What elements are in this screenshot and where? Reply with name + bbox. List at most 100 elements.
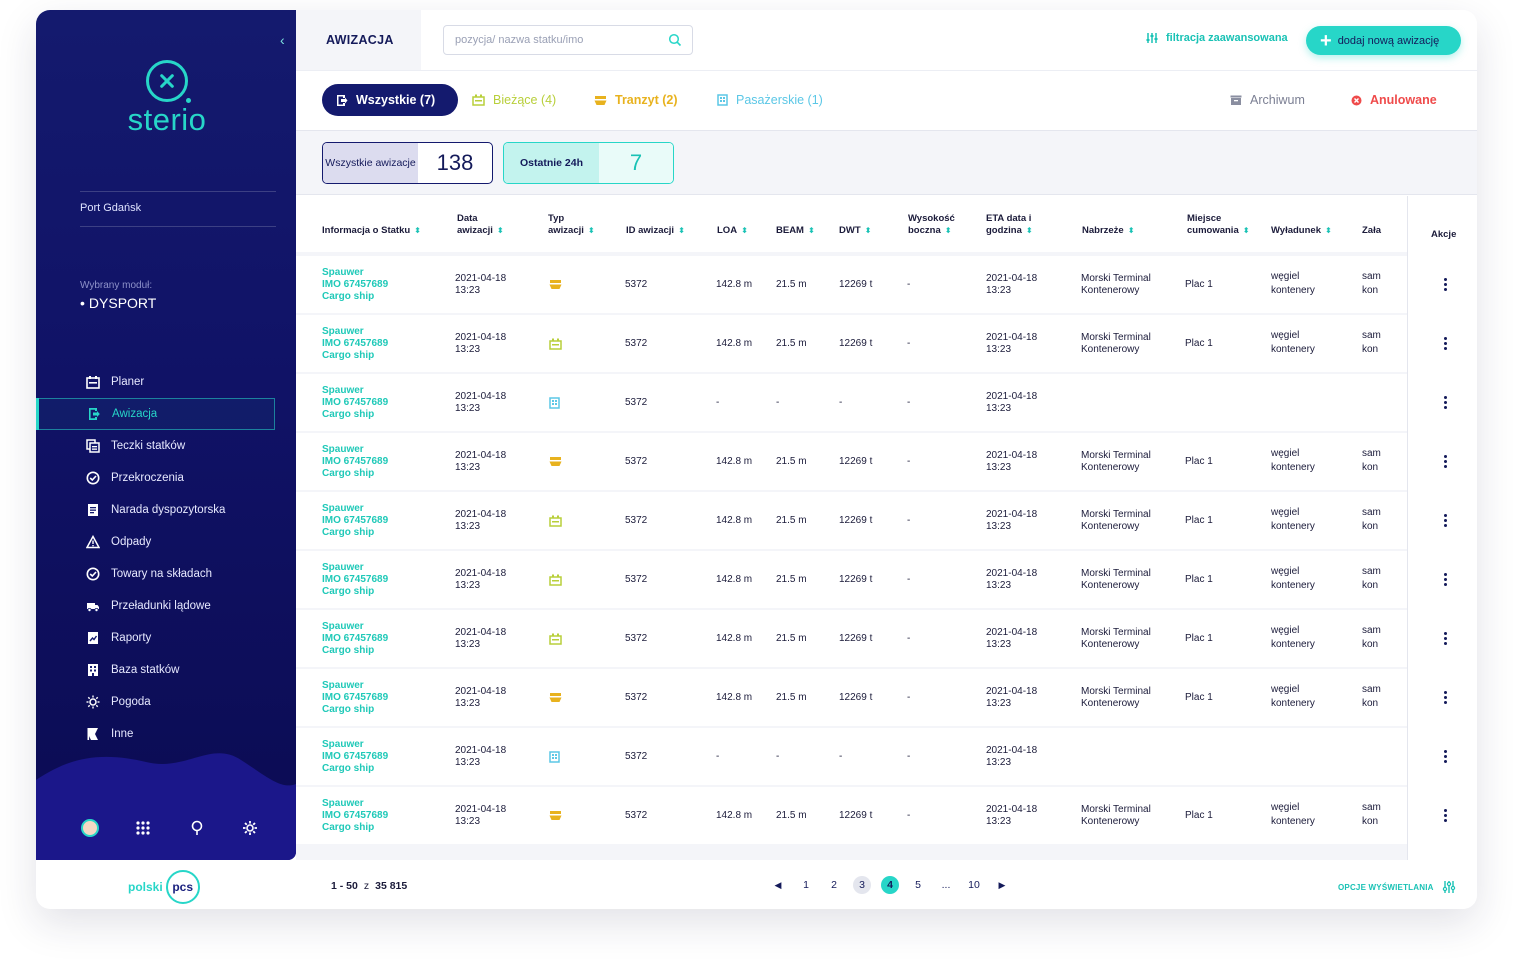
row-actions-menu-icon[interactable]: [1443, 689, 1447, 705]
table-row[interactable]: Spauwer IMO 67457689 Cargo ship 2021-04-18 1…: [296, 610, 1407, 667]
sidebar-item-label: Awizacja: [112, 408, 158, 420]
page-button[interactable]: 5: [915, 879, 921, 891]
page-button[interactable]: 4: [881, 876, 899, 894]
sidebar-item-raporty[interactable]: Raporty: [36, 622, 296, 654]
col-header-dwt[interactable]: DWT ⬍: [839, 225, 871, 237]
tab-all[interactable]: Wszystkie (7): [322, 84, 458, 116]
quay-line2: Kontenerowy: [1081, 816, 1140, 827]
location-pin-icon[interactable]: [187, 818, 207, 838]
side-height-value: -: [907, 279, 911, 290]
awizacja-id: 5372: [625, 338, 648, 349]
add-awizacja-button[interactable]: + dodaj nową awizację: [1306, 26, 1461, 55]
eta-date: 2021-04-18: [986, 391, 1038, 402]
sidebar-collapse-icon[interactable]: ‹: [280, 32, 285, 48]
table-row[interactable]: Spauwer IMO 67457689 Cargo ship 2021-04-18 1…: [296, 787, 1407, 844]
awizacja-date: 2021-04-18: [455, 627, 507, 638]
stat-last-24h[interactable]: Ostatnie 24h 7: [503, 142, 674, 184]
dwt-value: 12269 t: [839, 574, 873, 585]
sidebar-item-teczki-statków[interactable]: Teczki statków: [36, 430, 296, 462]
tab-current[interactable]: Bieżące (4): [472, 84, 556, 116]
page-button[interactable]: 10: [968, 879, 980, 891]
sidebar-item-label: Raporty: [111, 632, 152, 644]
tab-tranzyt[interactable]: Tranzyt (2): [594, 84, 678, 116]
settings-gear-icon[interactable]: [240, 818, 260, 838]
table-row[interactable]: Spauwer IMO 67457689 Cargo ship 2021-04-18 1…: [296, 492, 1407, 549]
prev-page-icon[interactable]: ◀: [774, 879, 782, 890]
ship-name: Spauwer: [322, 267, 364, 278]
row-actions-menu-icon[interactable]: [1443, 630, 1447, 646]
row-actions-menu-icon[interactable]: [1443, 571, 1447, 587]
eta-time: 13:23: [986, 757, 1012, 768]
table-row[interactable]: Spauwer IMO 67457689 Cargo ship 2021-04-18 1…: [296, 256, 1407, 313]
document-icon: [86, 503, 100, 517]
table-row[interactable]: Spauwer IMO 67457689 Cargo ship 2021-04-18 1…: [296, 669, 1407, 726]
search-input[interactable]: pozycja/ nazwa statku/imo: [443, 25, 693, 55]
row-actions-menu-icon[interactable]: [1443, 748, 1447, 764]
table-footer: 1 - 50 z 35 815 ◀ 1 2 3 4 5... 10 ▶ OPCJE WYŚWIET…: [296, 860, 1477, 909]
page-button[interactable]: 2: [831, 879, 837, 891]
eta-time: 13:23: [986, 462, 1012, 473]
tab-cancelled[interactable]: Anulowane: [1351, 84, 1437, 116]
col-header-ship[interactable]: Informacja o Statku ⬍: [322, 225, 421, 237]
stat-all-awizacje[interactable]: Wszystkie awizacje 138: [322, 142, 493, 184]
flag-icon: [86, 727, 100, 741]
col-header-eta[interactable]: ETA data i godzina ⬍: [986, 213, 1074, 237]
filter-sliders-icon: [1146, 33, 1158, 43]
row-actions-menu-icon[interactable]: [1443, 807, 1447, 823]
unload-line1: węgiel: [1271, 507, 1300, 518]
row-actions-menu-icon[interactable]: [1443, 335, 1447, 351]
row-actions-menu-icon[interactable]: [1443, 512, 1447, 528]
awizacja-time: 13:23: [455, 639, 481, 650]
quay-line2: Kontenerowy: [1081, 344, 1140, 355]
col-header-date-label: Data awizacji: [457, 213, 493, 236]
col-header-unload[interactable]: Wyładunek ⬍: [1271, 225, 1332, 237]
sidebar-item-pogoda[interactable]: Pogoda: [36, 686, 296, 718]
tab-passenger[interactable]: Pasażerskie (1): [717, 84, 823, 116]
user-avatar-button[interactable]: [80, 818, 100, 838]
sidebar-item-odpady[interactable]: Odpady: [36, 526, 296, 558]
sidebar-item-inne[interactable]: Inne: [36, 718, 296, 750]
col-header-quay-label: Nabrzeże: [1082, 225, 1124, 236]
col-header-type[interactable]: Typ awizacji ⬍: [548, 213, 604, 237]
row-actions-menu-icon[interactable]: [1443, 394, 1447, 410]
col-header-height[interactable]: Wysokość boczna ⬍: [908, 213, 974, 237]
module-selector[interactable]: • DYSPORT: [80, 295, 157, 311]
tab-archive[interactable]: Archiwum: [1230, 84, 1305, 116]
table-row[interactable]: Spauwer IMO 67457689 Cargo ship 2021-04-18 1…: [296, 315, 1407, 372]
row-actions-menu-icon[interactable]: [1443, 453, 1447, 469]
sidebar-item-baza-statków[interactable]: Baza statków: [36, 654, 296, 686]
table-row[interactable]: Spauwer IMO 67457689 Cargo ship 2021-04-18 1…: [296, 374, 1407, 431]
col-header-beam[interactable]: BEAM ⬍: [776, 225, 815, 237]
loa-value: 142.8 m: [716, 338, 753, 349]
table-row[interactable]: Spauwer IMO 67457689 Cargo ship 2021-04-18 1…: [296, 551, 1407, 608]
col-header-id[interactable]: ID awizacji ⬍: [626, 225, 685, 237]
advanced-filter-link[interactable]: filtracja zaawansowana: [1146, 32, 1288, 44]
sidebar-item-przekroczenia[interactable]: Przekroczenia: [36, 462, 296, 494]
sidebar-item-awizacja[interactable]: Awizacja: [36, 398, 275, 430]
col-header-berth[interactable]: Miejsce cumowania ⬍: [1187, 213, 1257, 237]
table-row[interactable]: Spauwer IMO 67457689 Cargo ship 2021-04-18 1…: [296, 728, 1407, 785]
col-header-date[interactable]: Data awizacji ⬍: [457, 213, 509, 237]
dwt-value: 12269 t: [839, 692, 873, 703]
row-actions-menu-icon[interactable]: [1443, 276, 1447, 292]
col-header-loa[interactable]: LOA ⬍: [717, 225, 748, 237]
quay-line1: Morski Terminal: [1081, 450, 1151, 461]
sidebar-item-przeładunki-lądowe[interactable]: Przeładunki lądowe: [36, 590, 296, 622]
awizacja-time: 13:23: [455, 757, 481, 768]
search-icon[interactable]: [668, 33, 682, 50]
sidebar-item-narada-dyspozytorska[interactable]: Narada dyspozytorska: [36, 494, 296, 526]
ship-imo: IMO 67457689: [322, 810, 389, 821]
port-name[interactable]: Port Gdańsk: [80, 202, 142, 214]
table-row[interactable]: Spauwer IMO 67457689 Cargo ship 2021-04-18 1…: [296, 433, 1407, 490]
sidebar-item-towary-na-składach[interactable]: Towary na składach: [36, 558, 296, 590]
col-header-quay[interactable]: Nabrzeże ⬍: [1082, 225, 1134, 237]
page-button[interactable]: 3: [853, 876, 871, 894]
col-header-berth-label: Miejsce cumowania: [1187, 213, 1239, 236]
col-header-load[interactable]: Zała: [1362, 225, 1381, 237]
sidebar-item-label: Przeładunki lądowe: [111, 600, 211, 612]
sidebar-item-planer[interactable]: Planer: [36, 366, 296, 398]
display-options-button[interactable]: OPCJE WYŚWIETLANIA: [1338, 880, 1456, 894]
page-button[interactable]: 1: [803, 879, 809, 891]
next-page-icon[interactable]: ▶: [998, 879, 1006, 890]
apps-grid-icon[interactable]: [133, 818, 153, 838]
